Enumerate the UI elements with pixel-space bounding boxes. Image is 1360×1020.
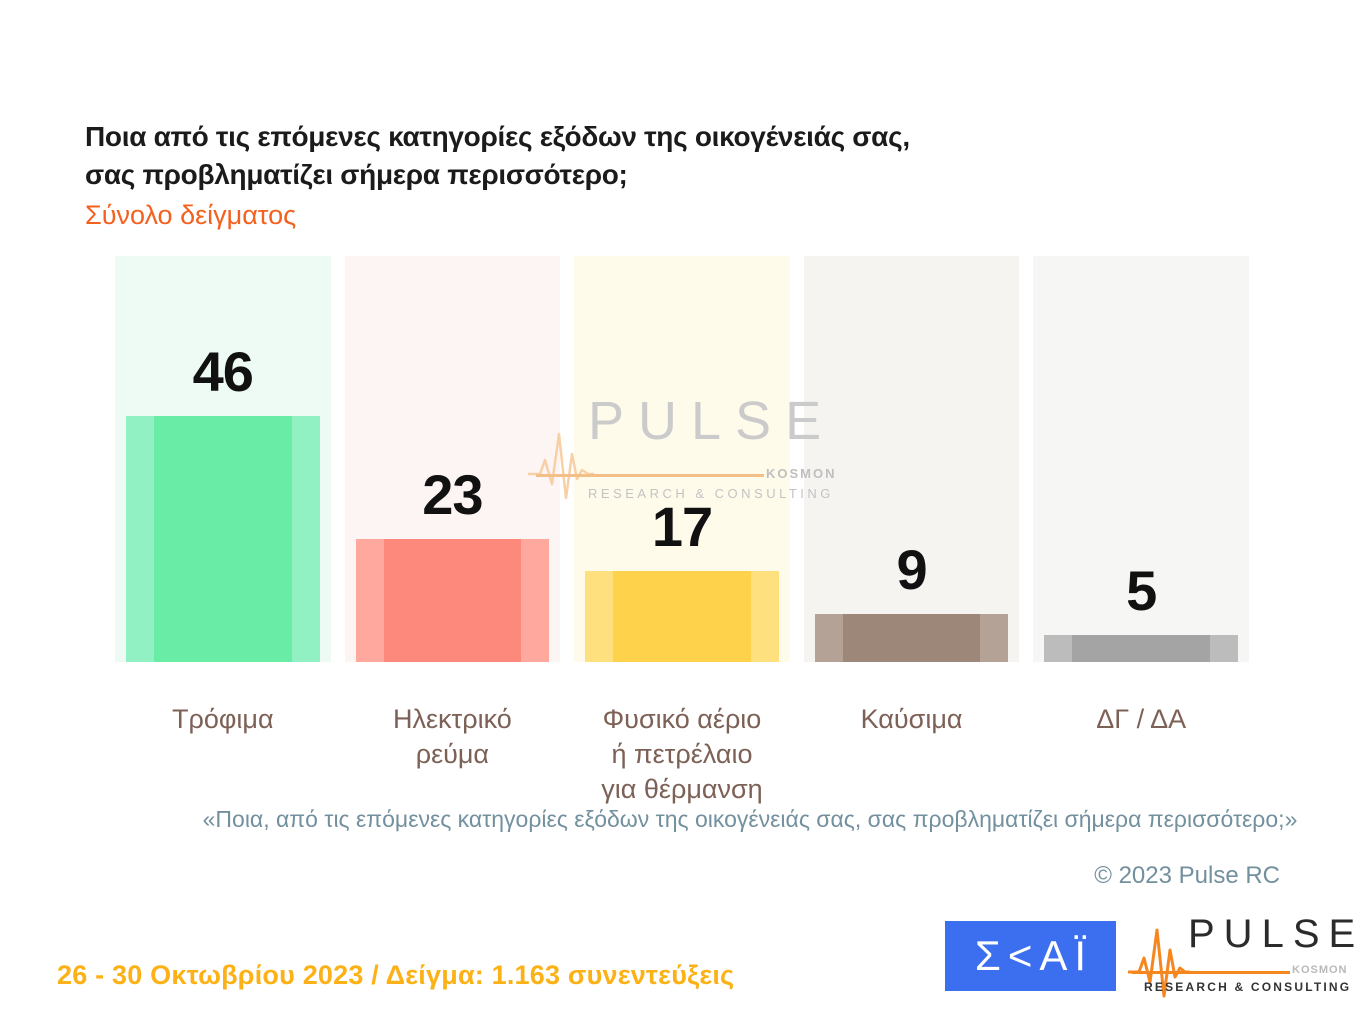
bar (126, 416, 320, 662)
pulse-logo-subtext: RESEARCH & CONSULTING (1144, 980, 1352, 994)
skai-logo: Σ<ΑΪ (945, 921, 1116, 991)
pulse-logo-underline (1132, 971, 1290, 974)
bar-value-label: 5 (1126, 559, 1157, 622)
category-label: ΔΓ / ΔΑ (1096, 704, 1187, 734)
bar (585, 571, 779, 662)
bar (814, 614, 1009, 662)
bar-value-label: 17 (651, 495, 713, 558)
bar-value-label: 46 (192, 340, 254, 403)
survey-info: 26 - 30 Οκτωβρίου 2023 / Δείγμα: 1.163 σ… (57, 960, 735, 990)
pulse-logo-kosmon-label: KOSMON (1292, 964, 1348, 976)
bar-chart: 46 23 17 9 5 Τρόφιμα Ηλεκτρικό ρεύμα Φυσικό αέ… (115, 256, 1249, 807)
category-label: Ηλεκτρικό ρεύμα (393, 704, 512, 770)
bar-column-4: 5 (1033, 256, 1249, 662)
title-line-2: σας προβληματίζει σήμερα περισσότερο; (85, 159, 628, 191)
bar-column-2: 17 (574, 256, 790, 662)
category-label: Τρόφιμα (172, 704, 274, 734)
question-quote: «Ποια, από τις επόμενες κατηγορίες εξόδω… (202, 806, 1298, 832)
bar-value-label: 23 (422, 463, 483, 526)
bar-column-0: 46 (115, 256, 331, 662)
category-label: Καύσιμα (860, 704, 963, 734)
page-title: Ποια από τις επόμενες κατηγορίες εξόδων … (85, 118, 910, 194)
category-axis: Τρόφιμα Ηλεκτρικό ρεύμα Φυσικό αέριο ή πετ… (115, 702, 1249, 807)
bar (1044, 635, 1238, 662)
pulse-logo-word: PULSE (1188, 912, 1360, 956)
bar-value-label: 9 (896, 538, 928, 601)
copyright-notice: © 2023 Pulse RC (1094, 862, 1280, 889)
header: Ποια από τις επόμενες κατηγορίες εξόδων … (85, 118, 910, 232)
title-line-1: Ποια από τις επόμενες κατηγορίες εξόδων … (85, 121, 910, 152)
skai-logo-text: Σ<ΑΪ (974, 932, 1094, 979)
bar-column-1: 23 (344, 256, 561, 662)
pulse-waveform-icon (1128, 928, 1190, 998)
bar-column-3: 9 (803, 256, 1020, 662)
category-label: Φυσικό αέριο ή πετρέλαιο για θέρμανση (601, 704, 763, 805)
pulse-logo: PULSE KOSMON RESEARCH & CONSULTING (1128, 908, 1360, 1008)
chart-subtitle: Σύνολο δείγματος (85, 200, 297, 231)
bar (355, 539, 550, 662)
bar-chart-plot-area: 46 23 17 9 5 (115, 256, 1249, 662)
